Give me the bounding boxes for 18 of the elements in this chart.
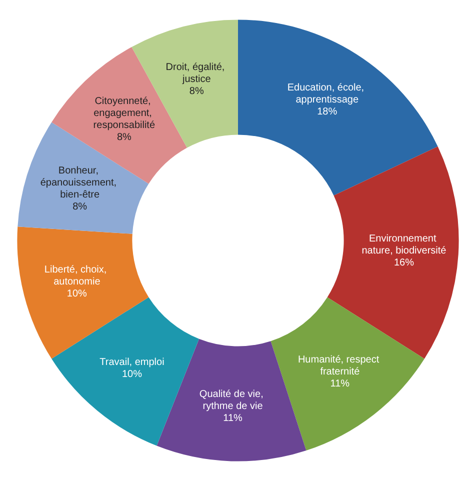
slice-label: Droit, égalité, justice (166, 62, 228, 85)
slice-label: Bonheur, épanouissement, bien-être (40, 166, 120, 201)
data-label: 11% (330, 378, 350, 390)
data-label: 8% (189, 86, 204, 97)
data-label: 10% (66, 288, 88, 300)
data-label: 16% (394, 257, 414, 268)
slice-label: Liberté, choix, autonomie (44, 264, 110, 288)
slice-label: Humanité, respect fraternité (298, 354, 382, 378)
data-label: 10% (122, 369, 142, 380)
data-label: 11% (223, 413, 243, 424)
data-label: 8% (72, 202, 88, 213)
slice-label: Qualité de vie, rythme de vie (199, 389, 266, 412)
slice-label: Travail, emploi (100, 357, 164, 368)
slice-label: Education, école, apprentissage (287, 82, 367, 106)
data-label: 18% (317, 106, 338, 118)
slice-label: Citoyenneté, engagement, responsabilité (93, 96, 156, 131)
data-label: 8% (116, 132, 132, 143)
slice-label: Environnement nature, biodiversité (362, 233, 447, 256)
